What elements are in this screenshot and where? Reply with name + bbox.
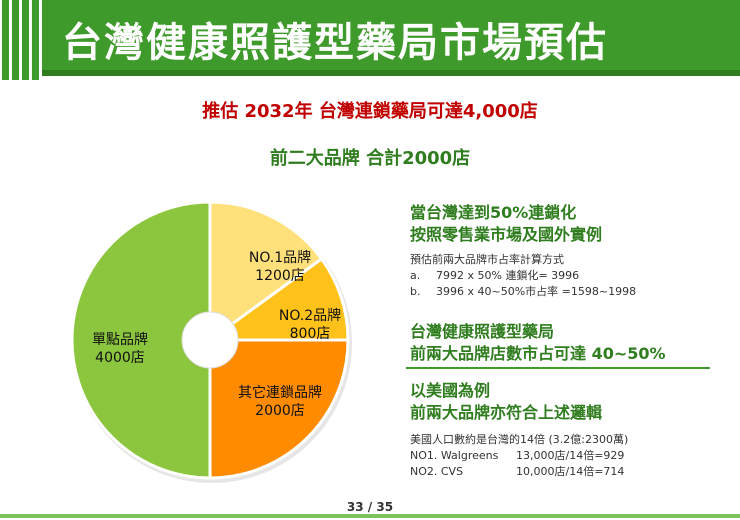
calc-row-a: a. 7992 x 50% 連鎖化= 3996 <box>410 268 636 284</box>
block3-line2: 前兩大品牌亦符合上述邏輯 <box>410 403 603 422</box>
calc-b-label: b. <box>410 285 421 298</box>
block-chain-assumption: 當台灣達到50%連鎖化 按照零售業市場及國外實例 預估前兩大品牌市占率計算方式 … <box>410 202 636 300</box>
us-value-2: 10,000店/14倍=714 <box>516 465 625 478</box>
slice-category-label-1: NO.1品牌 <box>249 249 311 266</box>
block2-line2: 前兩大品牌店數市占可達 40~50% <box>410 344 666 363</box>
us-brand-2: NO2. CVS <box>410 465 464 478</box>
pie-slice-1 <box>208 200 324 343</box>
slice-category-label-4: 單點品牌 <box>92 331 148 348</box>
block1-line2: 按照零售業市場及國外實例 <box>410 225 603 244</box>
block-us-example: 以美國為例 前兩大品牌亦符合上述邏輯 美國人口數約是台灣的14倍 (3.2億:2… <box>410 380 628 480</box>
divider-line <box>406 367 710 369</box>
calc-a-text: 7992 x 50% 連鎖化= 3996 <box>436 269 580 282</box>
headline-forecast: 推估 2032年 台灣連鎖藥局可達4,000店 <box>202 101 538 122</box>
calc-a-label: a. <box>410 269 421 282</box>
pie-slice-4 <box>70 200 212 480</box>
slice-category-label-3: 其它連鎖品牌 <box>238 384 322 401</box>
us-brand-1: NO1. Walgreens <box>410 449 499 462</box>
donut-hole <box>181 311 239 369</box>
us-population-note: 美國人口數約是台灣的14倍 (3.2億:2300萬) <box>410 433 629 446</box>
block-market-share: 台灣健康照護型藥局 前兩大品牌店數市占可達 40~50% <box>410 321 666 365</box>
slide-title: 台灣健康照護型藥局市場預估 <box>62 20 608 66</box>
page-number: 33 / 35 <box>346 500 394 514</box>
calc-b-text: 3996 x 40~50%市占率 =1598~1998 <box>436 285 637 298</box>
calc-row-b: b. 3996 x 40~50%市占率 =1598~1998 <box>410 284 636 300</box>
us-row-cvs: NO2. CVS 10,000店/14倍=714 <box>410 464 628 480</box>
us-value-1: 13,000店/14倍=929 <box>516 449 625 462</box>
block2-line1: 台灣健康照護型藥局 <box>410 322 555 341</box>
title-bar: 台灣健康照護型藥局市場預估 <box>42 0 740 70</box>
bottom-accent-line <box>0 514 740 518</box>
block1-line1: 當台灣達到50%連鎖化 <box>410 203 577 222</box>
slice-value-label-4: 4000店 <box>95 350 145 366</box>
us-row-walgreens: NO1. Walgreens 13,000店/14倍=929 <box>410 448 628 464</box>
slice-value-label-2: 800店 <box>290 326 331 342</box>
calc-title: 預估前兩大品牌市占率計算方式 <box>410 253 564 266</box>
pie-slice-3 <box>208 338 350 480</box>
slice-value-label-1: 1200店 <box>255 268 305 284</box>
slice-category-label-2: NO.2品牌 <box>279 307 341 324</box>
headline-top-two: 前二大品牌 合計2000店 <box>269 148 471 169</box>
left-decoration <box>0 0 39 80</box>
pie-slice-2 <box>205 256 350 342</box>
block3-line1: 以美國為例 <box>410 381 491 400</box>
slice-value-label-3: 2000店 <box>255 403 305 419</box>
